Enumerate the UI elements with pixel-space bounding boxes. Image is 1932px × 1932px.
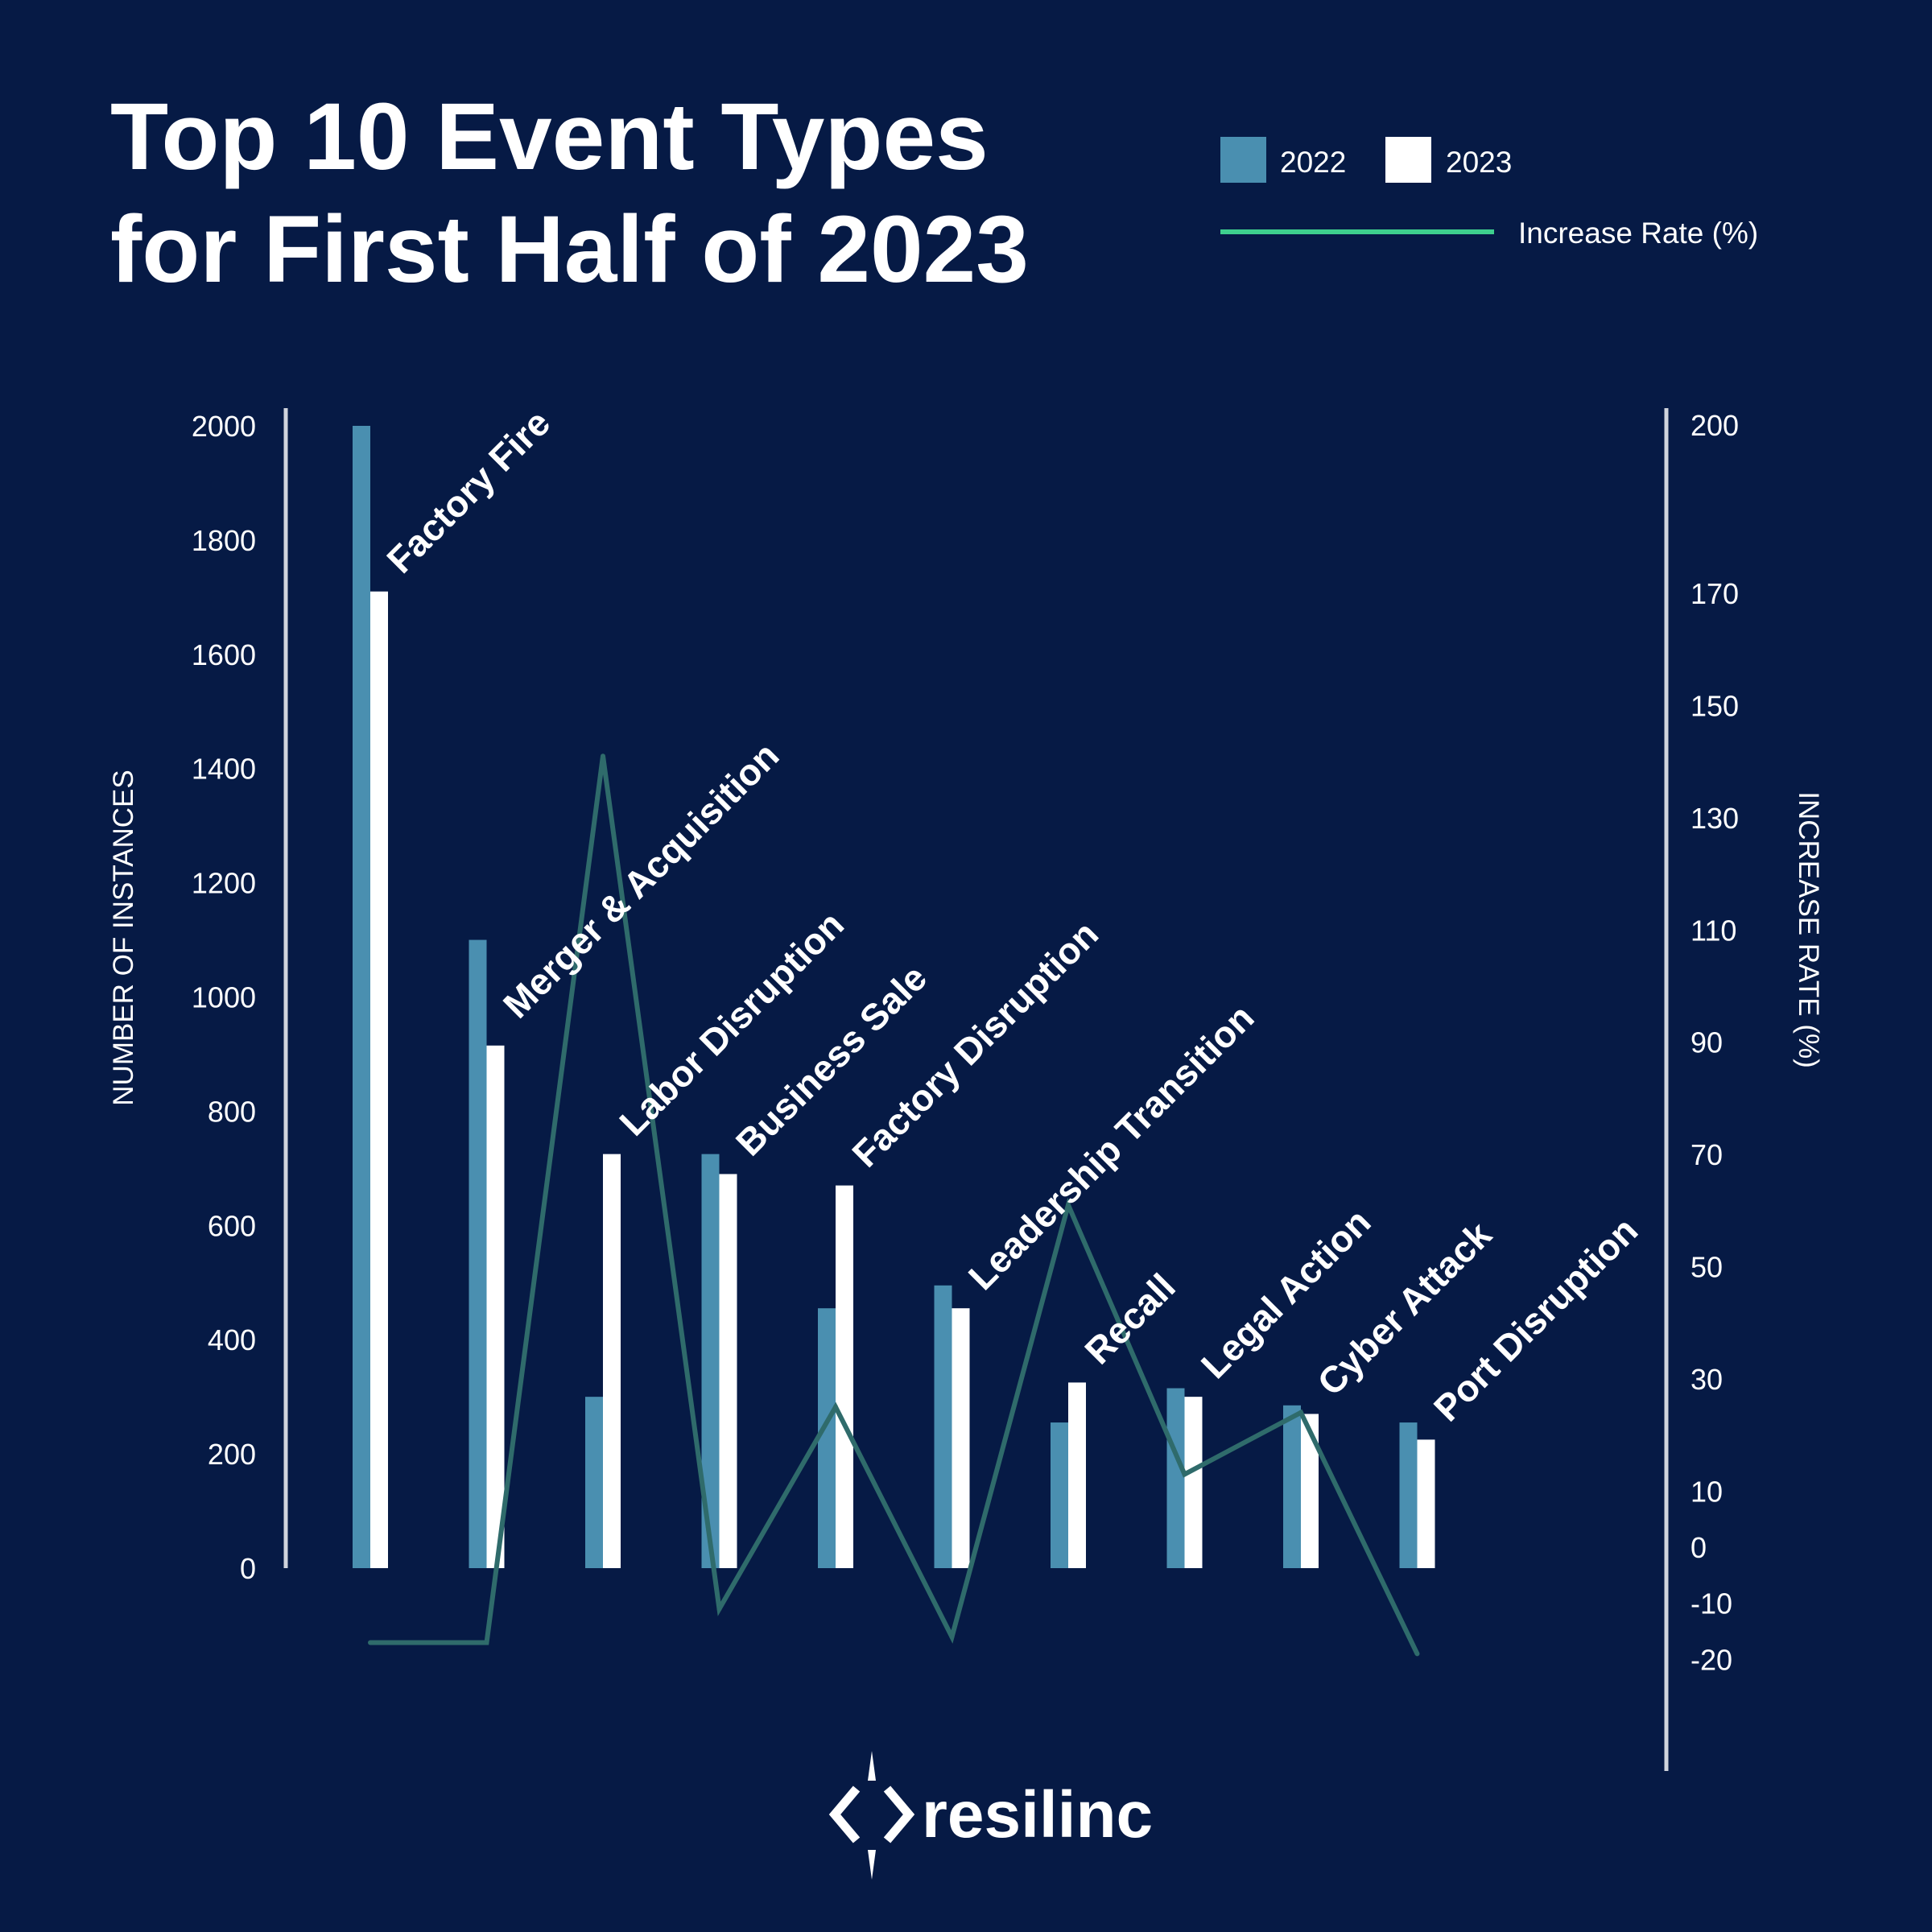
resilinc-logo-icon	[828, 1751, 915, 1880]
legend-swatch-2023	[1385, 137, 1431, 183]
bar-2022	[1051, 1422, 1068, 1568]
right-axis-tick-label: 30	[1690, 1363, 1723, 1396]
right-axis-tick-label: -20	[1690, 1643, 1732, 1676]
legend-label-2023: 2023	[1446, 146, 1512, 179]
legend-swatch-2022	[1220, 137, 1266, 183]
bar-2023	[719, 1174, 737, 1568]
left-axis-tick-label: 200	[208, 1438, 256, 1471]
bar-series-group	[353, 426, 1435, 1568]
increase-rate-point	[833, 1404, 838, 1410]
bar-2023	[486, 1045, 505, 1568]
bar-2023	[1068, 1382, 1086, 1568]
right-axis-tick-label: -10	[1690, 1587, 1732, 1620]
increase-rate-point	[1298, 1410, 1303, 1415]
right-axis-tick-label: 50	[1690, 1251, 1723, 1284]
left-axis-tick-label: 2000	[192, 410, 256, 443]
brand-logo: resilinc	[828, 1751, 1153, 1880]
bar-2023	[1301, 1414, 1319, 1568]
left-axis-tick-label: 1200	[192, 867, 256, 900]
left-axis-tick-label: 800	[208, 1095, 256, 1128]
left-axis-tick-label: 1800	[192, 524, 256, 557]
bar-2023	[1184, 1397, 1203, 1568]
increase-rate-point	[1182, 1472, 1187, 1477]
bar-2022	[585, 1397, 603, 1568]
right-axis-title: INCREASE RATE (%)	[1793, 791, 1824, 1068]
chart-title-line-2: for First Half of 2023	[110, 196, 1029, 303]
bar-2022	[353, 426, 370, 1568]
left-axis-title: NUMBER OF INSTANCES	[108, 770, 139, 1105]
right-axis-tick-label: 150	[1690, 690, 1739, 723]
right-axis-tick-label: 0	[1690, 1531, 1707, 1564]
increase-rate-point	[1414, 1651, 1420, 1657]
category-label: Factory Disruption	[844, 913, 1106, 1175]
legend: 2022 2023 Increase Rate (%)	[1220, 137, 1758, 250]
category-label: Labor Disruption	[611, 903, 852, 1144]
bar-2023	[603, 1154, 621, 1568]
category-label: Recall	[1076, 1265, 1183, 1373]
increase-rate-line	[370, 755, 1420, 1655]
category-label: Factory Fire	[378, 402, 558, 581]
legend-label-2022: 2022	[1280, 146, 1346, 179]
right-axis-tick-label: 170	[1690, 577, 1739, 610]
left-axis-tick-label: 1000	[192, 981, 256, 1014]
right-axis-tick-label: 90	[1690, 1026, 1723, 1059]
chart-title-line-1: Top 10 Event Types	[110, 84, 989, 190]
right-axis-tick-label: 110	[1690, 914, 1736, 947]
increase-rate-point	[716, 1606, 722, 1612]
right-axis-tick-label: 130	[1690, 802, 1739, 835]
bar-2022	[1283, 1405, 1301, 1568]
legend-label-line: Increase Rate (%)	[1518, 217, 1758, 250]
increase-rate-point	[949, 1634, 955, 1640]
brand-name: resilinc	[922, 1778, 1153, 1852]
bar-2023	[1417, 1439, 1435, 1568]
bar-2022	[701, 1154, 720, 1568]
increase-rate-point	[1066, 1202, 1071, 1208]
bar-2022	[469, 939, 487, 1568]
right-axis-ticks: -20 -10 0 10 30 50 70 90 110 130 150 170 200	[1690, 409, 1739, 1676]
right-axis-tick-label: 10	[1690, 1475, 1723, 1508]
bar-2022	[818, 1308, 836, 1568]
left-axis-ticks: 0 200 400 600 800 1000 1200 1400 1600 1800 2000	[192, 410, 256, 1585]
left-axis-tick-label: 1400	[192, 753, 256, 786]
left-axis-tick-label: 1600	[192, 638, 256, 671]
right-axis-tick-label: 70	[1690, 1138, 1723, 1171]
increase-rate-point	[601, 753, 605, 759]
left-axis-tick-label: 600	[208, 1209, 256, 1242]
left-axis-tick-label: 0	[240, 1552, 256, 1585]
bar-2023	[952, 1308, 970, 1568]
increase-rate-point	[368, 1640, 373, 1645]
increase-rate-point	[484, 1640, 489, 1645]
left-axis-tick-label: 400	[208, 1323, 256, 1356]
bar-2022	[934, 1285, 952, 1568]
bar-2023	[836, 1185, 853, 1568]
bar-2022	[1399, 1422, 1418, 1568]
right-axis-tick-label: 200	[1690, 409, 1739, 442]
increase-rate-line-group	[368, 753, 1420, 1657]
bar-2023	[370, 591, 388, 1568]
bar-2022	[1166, 1388, 1185, 1568]
